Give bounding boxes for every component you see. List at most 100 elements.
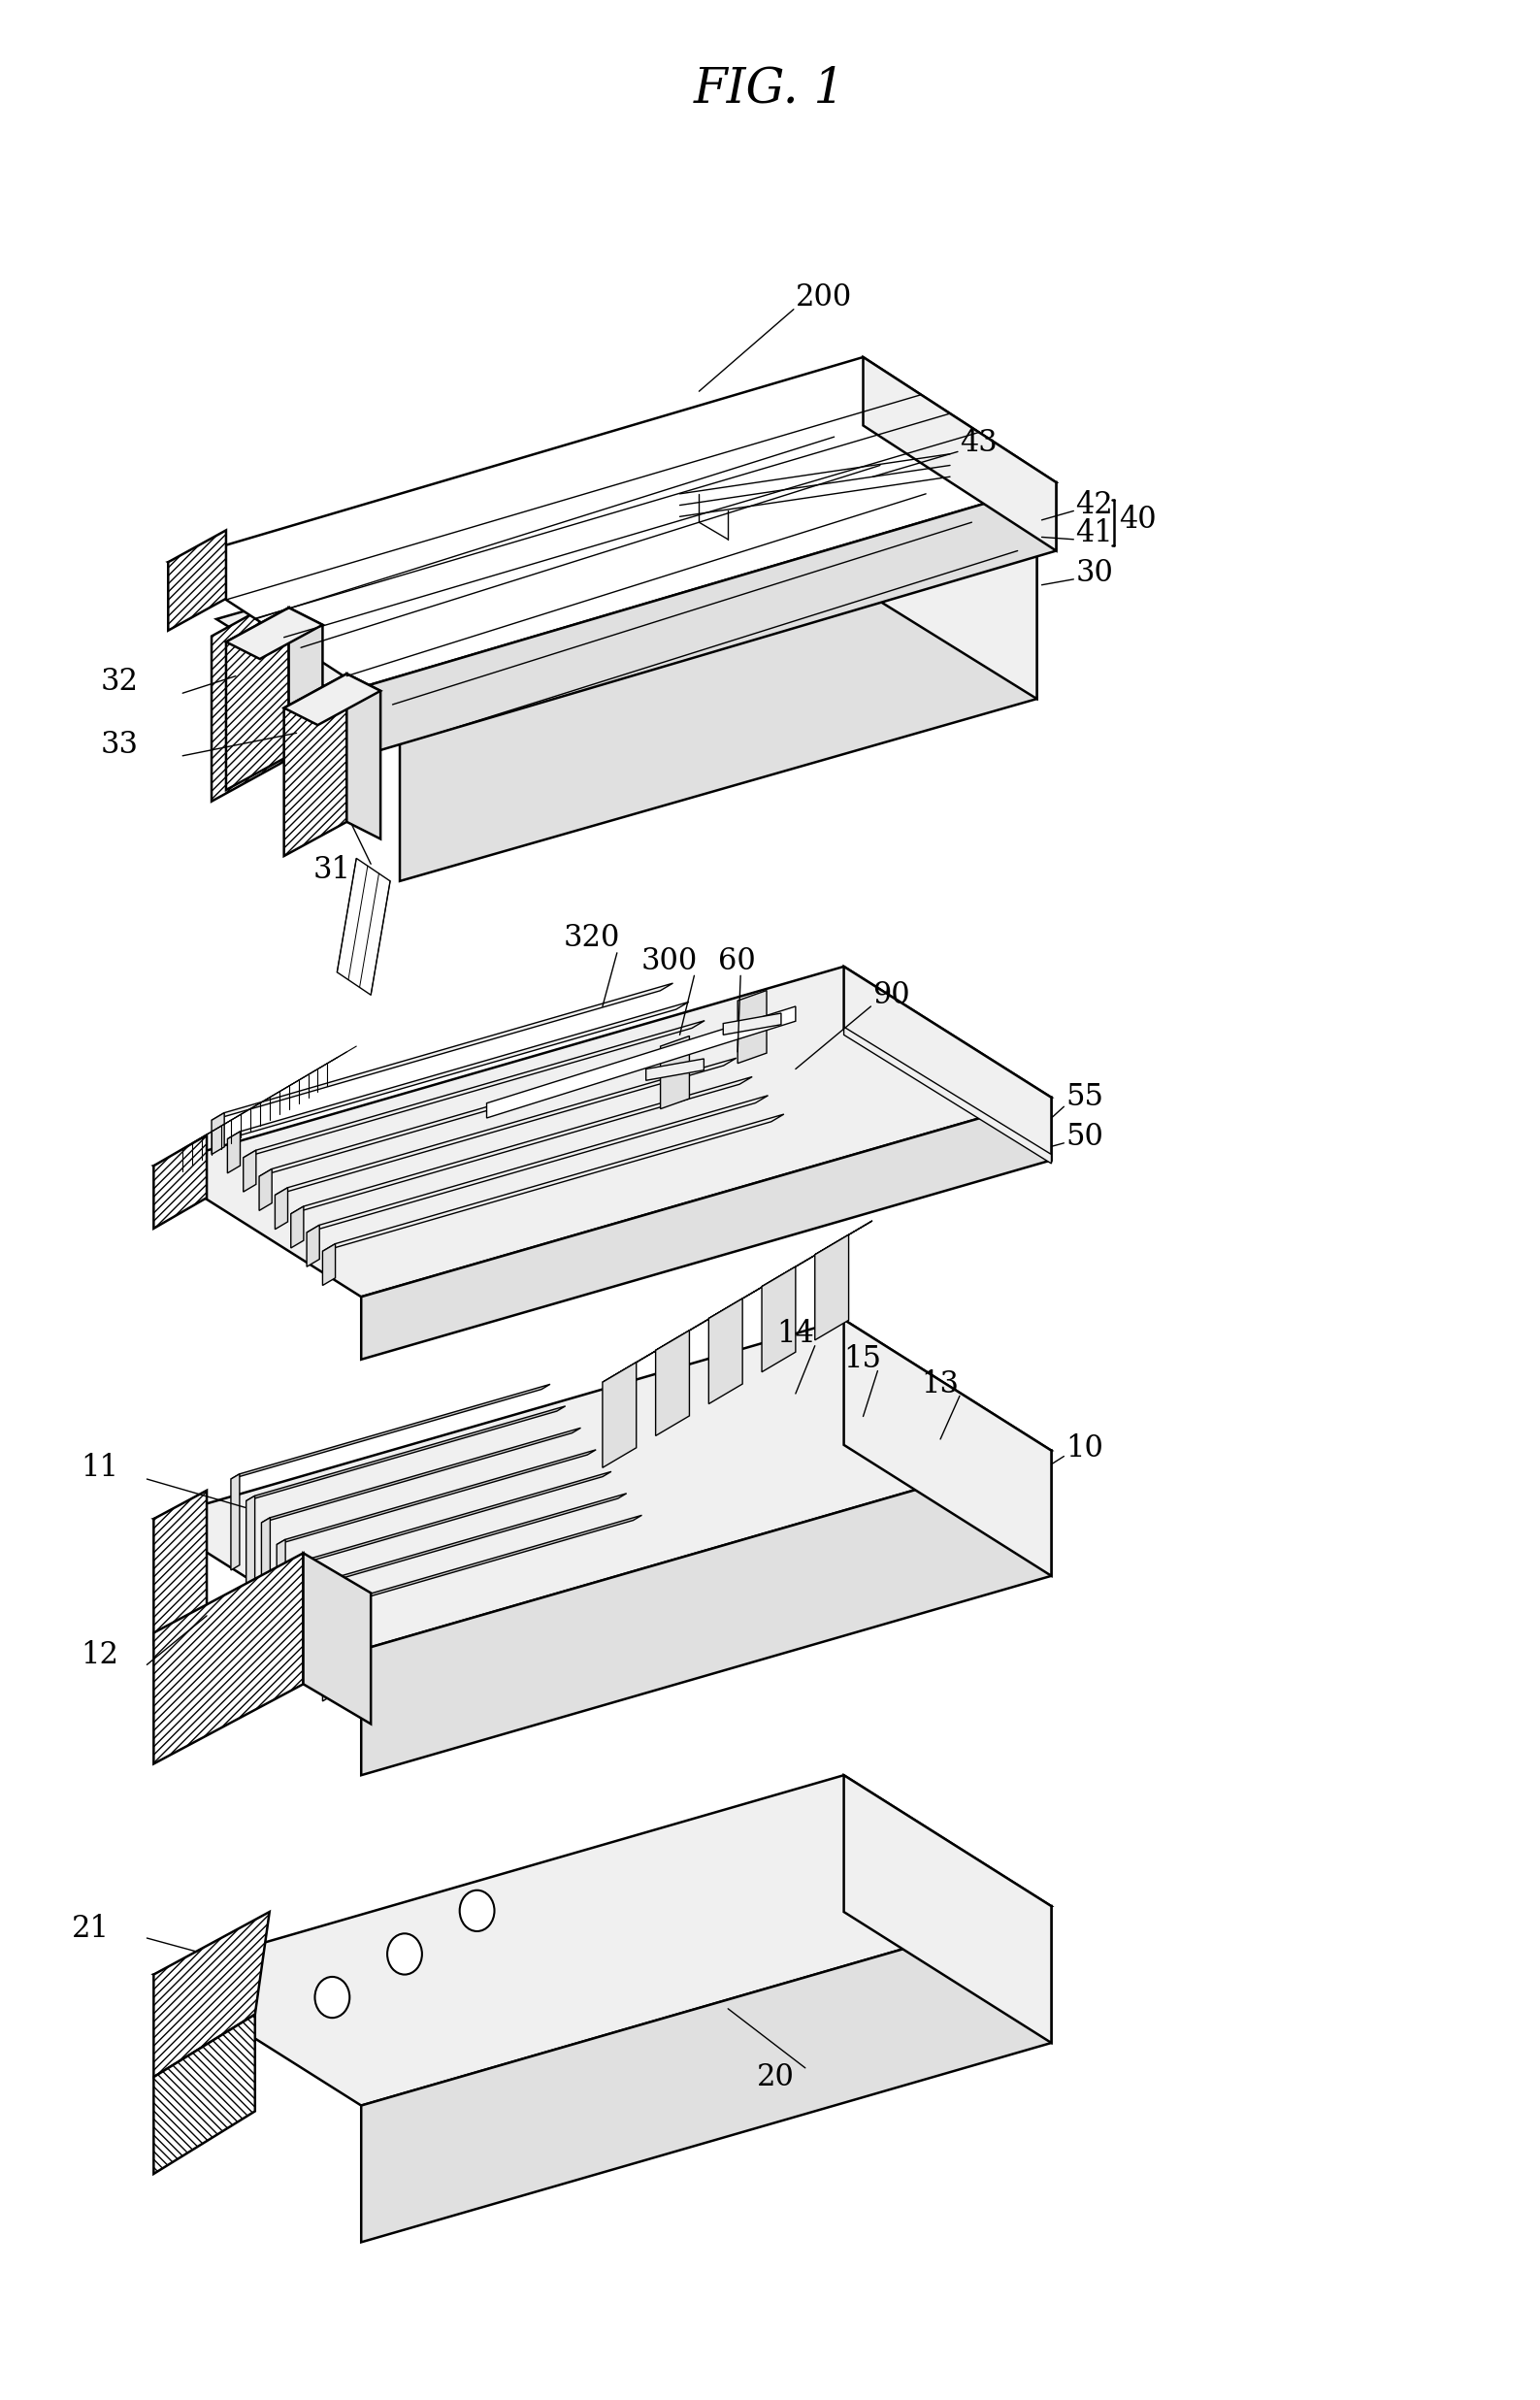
Polygon shape xyxy=(844,1776,1052,2042)
Polygon shape xyxy=(277,1538,285,1637)
Polygon shape xyxy=(708,1298,742,1404)
Polygon shape xyxy=(699,461,873,511)
Polygon shape xyxy=(602,1349,661,1382)
Polygon shape xyxy=(243,1150,256,1193)
Polygon shape xyxy=(346,674,380,840)
Polygon shape xyxy=(259,1039,721,1176)
Polygon shape xyxy=(211,595,283,802)
Polygon shape xyxy=(708,1284,765,1318)
Text: 60: 60 xyxy=(718,946,756,977)
Polygon shape xyxy=(259,1169,273,1210)
Polygon shape xyxy=(656,1330,690,1435)
Polygon shape xyxy=(277,1450,596,1546)
Polygon shape xyxy=(337,859,390,996)
Text: FIG. 1: FIG. 1 xyxy=(693,65,845,113)
Text: 42: 42 xyxy=(1075,490,1113,521)
Text: 30: 30 xyxy=(1075,559,1113,588)
Text: 31: 31 xyxy=(313,854,351,886)
Polygon shape xyxy=(243,1020,705,1157)
Polygon shape xyxy=(322,1114,784,1250)
Polygon shape xyxy=(303,1553,371,1723)
Polygon shape xyxy=(154,1320,1052,1649)
Polygon shape xyxy=(154,1490,206,1644)
Text: 20: 20 xyxy=(758,2062,795,2093)
Polygon shape xyxy=(853,437,1036,698)
Polygon shape xyxy=(762,1253,819,1286)
Polygon shape xyxy=(290,607,322,773)
Text: 15: 15 xyxy=(844,1344,882,1375)
Polygon shape xyxy=(154,1553,303,1764)
Text: 55: 55 xyxy=(1066,1082,1104,1114)
Polygon shape xyxy=(291,1207,303,1248)
Polygon shape xyxy=(283,674,380,725)
Polygon shape xyxy=(293,1562,300,1658)
Polygon shape xyxy=(362,1097,1052,1358)
Text: 33: 33 xyxy=(100,730,139,758)
Polygon shape xyxy=(276,1188,288,1229)
Polygon shape xyxy=(815,1222,872,1255)
Polygon shape xyxy=(738,991,767,1063)
Polygon shape xyxy=(815,1234,849,1339)
Polygon shape xyxy=(308,1493,627,1589)
Polygon shape xyxy=(154,1776,1052,2105)
Circle shape xyxy=(387,1934,422,1975)
Polygon shape xyxy=(724,1013,781,1034)
Text: 90: 90 xyxy=(873,979,910,1010)
Polygon shape xyxy=(246,1495,254,1591)
Polygon shape xyxy=(362,482,1056,756)
Polygon shape xyxy=(362,1906,1052,2242)
Polygon shape xyxy=(844,1320,1052,1577)
Polygon shape xyxy=(226,607,322,660)
Circle shape xyxy=(459,1891,494,1932)
Polygon shape xyxy=(154,967,1052,1296)
Text: 40: 40 xyxy=(1120,504,1157,535)
Polygon shape xyxy=(262,1428,581,1522)
Polygon shape xyxy=(306,1094,768,1234)
Polygon shape xyxy=(645,1058,704,1080)
Polygon shape xyxy=(168,358,1056,686)
Polygon shape xyxy=(231,1385,550,1478)
Text: 14: 14 xyxy=(776,1320,813,1349)
Polygon shape xyxy=(226,607,290,790)
Text: 50: 50 xyxy=(1066,1123,1104,1152)
Polygon shape xyxy=(211,984,673,1121)
Polygon shape xyxy=(262,1517,269,1613)
Polygon shape xyxy=(762,1267,796,1373)
Polygon shape xyxy=(283,674,346,857)
Polygon shape xyxy=(322,1514,642,1610)
Text: 12: 12 xyxy=(82,1642,119,1670)
Polygon shape xyxy=(228,1130,240,1174)
Polygon shape xyxy=(217,437,1036,732)
Polygon shape xyxy=(844,967,1052,1159)
Circle shape xyxy=(314,1978,350,2018)
Polygon shape xyxy=(228,1001,688,1140)
Text: 200: 200 xyxy=(796,283,852,312)
Polygon shape xyxy=(154,2014,256,2174)
Polygon shape xyxy=(656,1318,713,1351)
Polygon shape xyxy=(306,1224,319,1267)
Text: 43: 43 xyxy=(959,427,998,458)
Text: 13: 13 xyxy=(921,1370,959,1399)
Text: 32: 32 xyxy=(100,667,139,696)
Polygon shape xyxy=(487,1006,796,1118)
Polygon shape xyxy=(862,358,1056,550)
Polygon shape xyxy=(246,1406,565,1500)
Polygon shape xyxy=(362,1450,1052,1776)
Polygon shape xyxy=(661,1037,690,1109)
Text: 41: 41 xyxy=(1075,518,1113,550)
Polygon shape xyxy=(276,1058,736,1195)
Text: 320: 320 xyxy=(564,924,621,953)
Polygon shape xyxy=(322,1606,331,1702)
Text: 10: 10 xyxy=(1066,1433,1104,1464)
Polygon shape xyxy=(400,550,1036,881)
Text: 21: 21 xyxy=(72,1913,109,1944)
Polygon shape xyxy=(154,1135,206,1229)
Polygon shape xyxy=(291,1078,752,1214)
Text: 11: 11 xyxy=(82,1452,119,1483)
Polygon shape xyxy=(844,1027,1052,1164)
Polygon shape xyxy=(154,1913,270,2076)
Polygon shape xyxy=(231,1474,240,1570)
Polygon shape xyxy=(322,1243,336,1286)
Polygon shape xyxy=(168,530,226,631)
Text: 300: 300 xyxy=(641,946,698,977)
